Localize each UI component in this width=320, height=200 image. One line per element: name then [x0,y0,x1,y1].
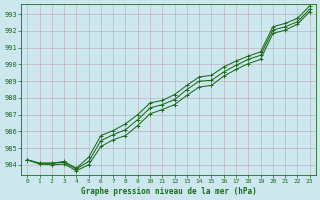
X-axis label: Graphe pression niveau de la mer (hPa): Graphe pression niveau de la mer (hPa) [81,187,256,196]
